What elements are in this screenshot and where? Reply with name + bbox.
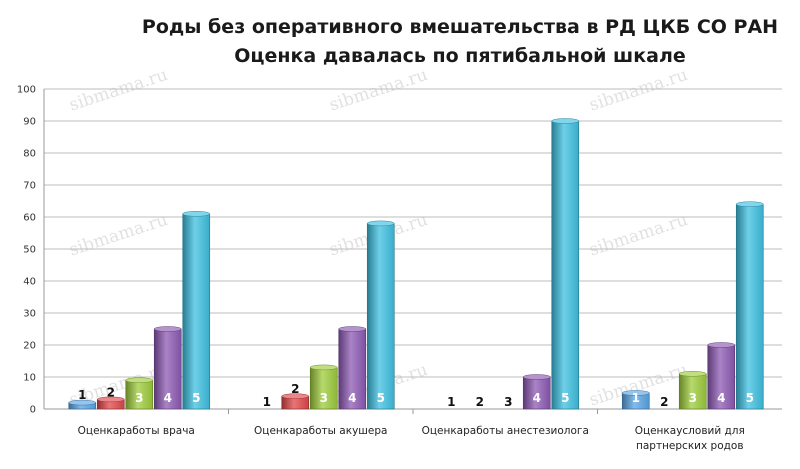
y-tick-label: 60 [23,213,36,224]
bars: 1 2 3 4 5 1 2 3 4 5 1 2 3 4 5 1 2 3 4 5 [68,118,764,410]
bar-cap [622,390,650,396]
data-label: 4 [348,391,356,405]
data-label: 2 [107,385,115,399]
category-label: партнерских родов [636,440,744,452]
bar-cap [281,393,309,399]
data-label: 2 [291,382,299,396]
bar [522,376,551,410]
bar-cap [68,399,96,406]
y-tick-label: 40 [23,277,36,288]
chart-subtitle: Оценка давалась по пятибальной шкале [234,45,686,67]
bar [678,373,707,410]
y-tick-label: 50 [23,245,36,256]
bar-cap [125,377,153,383]
bar [551,120,580,410]
y-tick-label: 70 [23,181,36,192]
category-label: Оценкаработы анестезиолога [422,425,589,437]
bar [182,213,211,410]
bar-cap [182,211,210,217]
data-label: 3 [689,391,697,405]
data-label: 3 [504,395,512,409]
grid [44,88,782,410]
watermark-text: sibmama.ru [587,65,690,116]
y-tick-label: 90 [23,117,36,128]
category-label: Оценкаработы врача [78,425,195,437]
bar [309,367,338,410]
bar [153,328,182,410]
data-label: 5 [561,391,569,405]
y-tick-label: 80 [23,149,36,160]
data-label: 4 [164,391,172,405]
bar-cap [707,342,735,348]
bar-cap [523,374,551,380]
data-label: 5 [377,391,385,405]
bar-cap [97,396,125,403]
category-label: Оценкаработы акушера [254,425,387,437]
data-label: 5 [192,391,200,405]
data-label: 1 [263,395,271,409]
x-axis: Оценкаработы врача Оценкаработы акушера Оц… [78,409,745,452]
data-label: 1 [632,391,640,405]
data-label: 3 [135,391,143,405]
bar-cap [367,220,395,227]
y-tick-label: 100 [17,85,36,96]
bar [338,328,367,410]
y-tick-label: 0 [30,405,36,416]
bar [735,203,764,410]
watermark-text: sibmama.ru [67,65,170,116]
y-tick-label: 10 [23,373,36,384]
y-tick-label: 20 [23,341,36,352]
watermark-text: sibmama.ru [67,210,170,261]
bar-cap [154,326,182,332]
bar [707,344,736,410]
data-label: 2 [660,395,668,409]
bar-cap [310,364,338,371]
data-label: 4 [533,391,541,405]
bar [366,223,395,410]
bar [125,379,154,410]
chart-title: Роды без оперативного вмешательства в РД… [142,16,778,38]
category-label: Оценкаусловий для [635,425,745,437]
data-label: 1 [78,388,86,402]
bar-cap [338,326,366,332]
bar-cap [551,118,579,124]
y-tick-label: 30 [23,309,36,320]
y-axis: 0 10 20 30 40 50 60 70 80 90 100 [17,85,45,416]
data-label: 1 [447,395,455,409]
watermark-text: sibmama.ru [327,65,430,116]
bar-cap [736,201,764,207]
data-label: 2 [476,395,484,409]
bar-cap [679,371,707,377]
data-label: 5 [746,391,754,405]
data-label: 4 [717,391,725,405]
watermark-text: sibmama.ru [587,210,690,261]
data-label: 3 [320,391,328,405]
